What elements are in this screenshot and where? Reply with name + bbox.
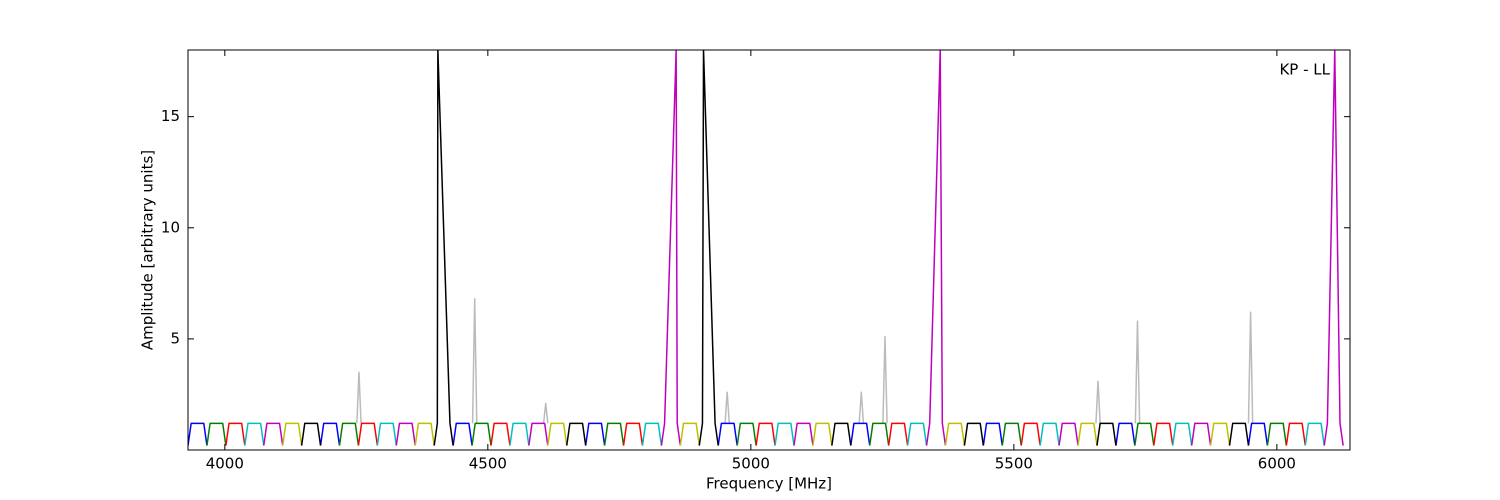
series-line xyxy=(206,422,1288,446)
plot-frame xyxy=(187,49,1351,451)
series-line xyxy=(263,50,1344,446)
series-group xyxy=(188,50,1344,446)
x-tick-label: 4500 xyxy=(469,455,507,473)
series-line xyxy=(281,422,1231,446)
series-line xyxy=(225,422,1307,446)
y-tick-label: 5 xyxy=(170,329,180,347)
x-axis-label: Frequency [MHz] xyxy=(706,475,832,493)
annotation: KP - LL xyxy=(1279,61,1330,79)
x-tick-label: 5000 xyxy=(732,455,770,473)
x-tick-label: 4000 xyxy=(206,455,244,473)
series-line xyxy=(188,422,1269,446)
series-line xyxy=(300,50,1250,446)
x-tick-label: 5500 xyxy=(995,455,1033,473)
y-axis-label: Amplitude [arbitrary units] xyxy=(139,150,157,350)
series-line xyxy=(356,298,1254,424)
series-line xyxy=(244,422,1325,446)
plot-area xyxy=(188,50,1350,450)
y-tick-label: 10 xyxy=(161,218,180,236)
y-tick-label: 15 xyxy=(161,107,180,125)
x-tick-label: 6000 xyxy=(1258,455,1296,473)
